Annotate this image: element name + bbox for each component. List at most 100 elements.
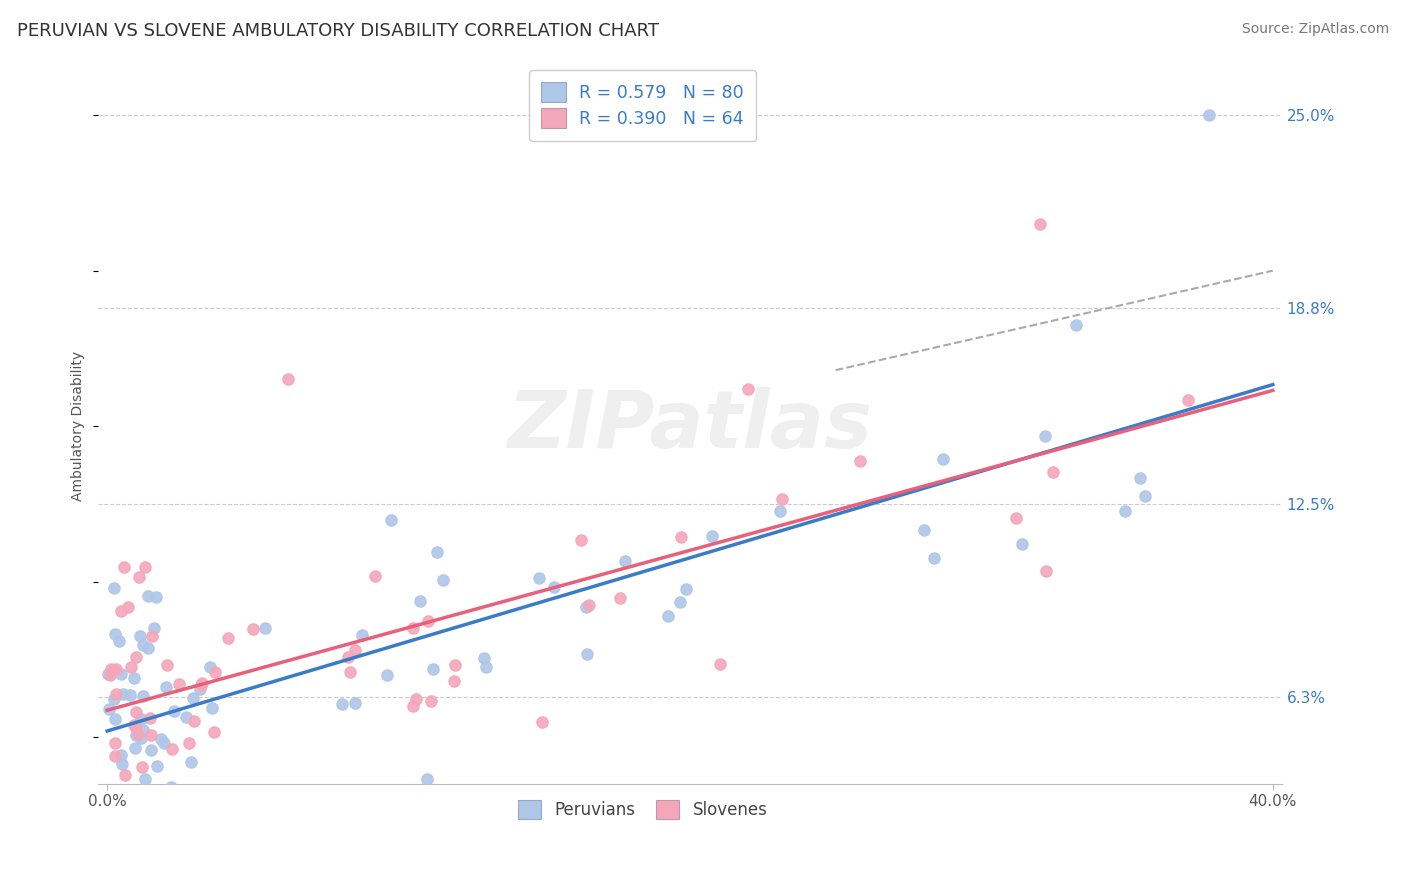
Point: [124, 741, 146, 756]
Point: [103, 663, 125, 677]
Point: [700, 529, 723, 543]
Point: [103, 581, 125, 595]
Point: [277, 372, 299, 386]
Point: [204, 665, 226, 679]
Point: [217, 632, 239, 646]
Point: [98, 702, 121, 716]
Point: [669, 595, 692, 609]
Point: [138, 823, 160, 838]
Point: [146, 758, 169, 772]
Point: [110, 604, 132, 618]
Point: [112, 559, 135, 574]
Point: [105, 662, 128, 676]
Point: [145, 590, 167, 604]
Point: [129, 712, 152, 726]
Point: [128, 570, 150, 584]
Point: [201, 701, 224, 715]
Point: [139, 743, 162, 757]
Point: [104, 626, 127, 640]
Point: [671, 531, 693, 545]
Point: [156, 657, 179, 672]
Point: [155, 680, 177, 694]
Point: [111, 797, 134, 812]
Point: [1011, 537, 1033, 551]
Point: [420, 694, 443, 708]
Point: [124, 717, 146, 731]
Point: [141, 629, 163, 643]
Point: [131, 760, 153, 774]
Point: [609, 591, 631, 606]
Point: [190, 675, 212, 690]
Point: [339, 665, 361, 679]
Point: [330, 698, 353, 712]
Point: [614, 554, 637, 568]
Point: [1042, 465, 1064, 479]
Point: [129, 629, 152, 643]
Point: [364, 569, 387, 583]
Point: [675, 582, 697, 597]
Point: [188, 682, 211, 697]
Point: [139, 782, 162, 797]
Point: [136, 640, 159, 655]
Point: [132, 639, 155, 653]
Point: [162, 815, 184, 830]
Point: [1114, 503, 1136, 517]
Point: [104, 823, 127, 838]
Point: [110, 667, 132, 681]
Point: [160, 742, 183, 756]
Point: [114, 768, 136, 782]
Point: [150, 731, 173, 746]
Point: [181, 691, 204, 706]
Point: [104, 712, 127, 726]
Point: [98, 667, 121, 681]
Point: [1035, 564, 1057, 578]
Point: [375, 667, 398, 681]
Point: [422, 662, 444, 676]
Point: [127, 727, 149, 741]
Point: [475, 659, 498, 673]
Point: [569, 533, 592, 547]
Point: [443, 674, 465, 689]
Point: [117, 811, 139, 825]
Point: [110, 800, 132, 814]
Point: [737, 382, 759, 396]
Point: [111, 793, 134, 807]
Point: [1198, 108, 1220, 122]
Point: [931, 452, 953, 467]
Point: [108, 634, 131, 648]
Legend: Peruvians, Slovenes: Peruvians, Slovenes: [512, 793, 773, 825]
Point: [167, 676, 190, 690]
Point: [131, 723, 153, 738]
Point: [1033, 429, 1056, 443]
Point: [578, 599, 600, 613]
Point: [125, 650, 148, 665]
Point: [177, 736, 200, 750]
Point: [426, 545, 449, 559]
Point: [110, 748, 132, 763]
Point: [132, 689, 155, 703]
Point: [769, 504, 792, 518]
Point: [163, 704, 186, 718]
Point: [98, 783, 121, 797]
Point: [136, 589, 159, 603]
Point: [143, 621, 166, 635]
Text: Source: ZipAtlas.com: Source: ZipAtlas.com: [1241, 22, 1389, 37]
Text: ZIPatlas: ZIPatlas: [508, 387, 873, 465]
Point: [849, 453, 872, 467]
Point: [139, 711, 162, 725]
Point: [432, 573, 454, 587]
Point: [1005, 511, 1028, 525]
Point: [409, 594, 432, 608]
Point: [380, 513, 402, 527]
Point: [527, 571, 550, 585]
Point: [709, 657, 731, 671]
Point: [127, 813, 149, 827]
Point: [100, 662, 122, 676]
Point: [1177, 392, 1199, 407]
Point: [111, 788, 134, 802]
Point: [402, 621, 425, 635]
Point: [125, 722, 148, 736]
Point: [343, 642, 366, 657]
Point: [418, 615, 440, 629]
Point: [112, 687, 135, 701]
